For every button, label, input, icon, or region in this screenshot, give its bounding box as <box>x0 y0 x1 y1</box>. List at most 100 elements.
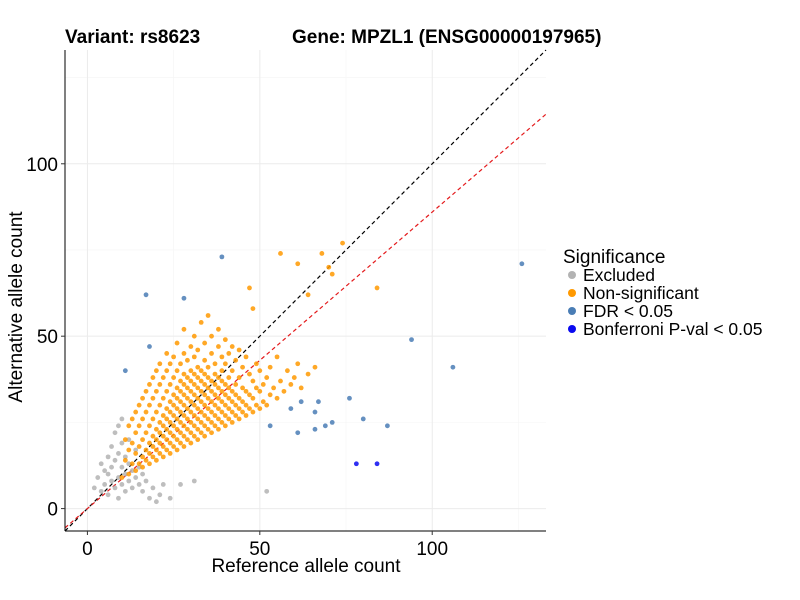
data-point <box>174 426 180 432</box>
data-point <box>202 340 208 346</box>
data-point <box>153 437 159 443</box>
data-point <box>450 364 456 370</box>
data-point <box>209 378 214 384</box>
data-point <box>229 399 235 405</box>
data-point <box>202 413 208 418</box>
data-point <box>185 385 190 391</box>
data-point <box>122 488 128 494</box>
data-point <box>216 395 221 401</box>
data-point <box>105 454 111 460</box>
data-point <box>195 375 201 380</box>
data-point <box>226 406 232 411</box>
data-point <box>205 364 211 370</box>
data-point <box>212 371 218 377</box>
data-point <box>126 423 132 429</box>
data-point <box>191 478 197 484</box>
data-point <box>164 426 170 432</box>
data-point <box>191 371 197 377</box>
data-point <box>257 368 263 374</box>
data-point <box>250 378 256 384</box>
data-point <box>247 371 252 377</box>
chart-title-gene: Gene: MPZL1 (ENSG00000197965) <box>292 27 601 48</box>
data-point <box>153 426 159 432</box>
data-point <box>329 271 335 277</box>
data-point <box>195 437 201 443</box>
legend-key <box>568 271 576 279</box>
data-point <box>174 368 180 374</box>
data-point <box>295 430 301 436</box>
data-point <box>167 361 173 367</box>
legend-item-bonferroni-p-val-0-05: Bonferroni P-val < 0.05 <box>568 319 762 339</box>
data-point <box>312 364 318 370</box>
data-point <box>191 413 197 418</box>
data-point <box>116 475 121 480</box>
data-point <box>226 416 232 422</box>
data-point <box>143 457 149 463</box>
data-point <box>164 447 170 453</box>
data-point <box>160 433 166 439</box>
data-point <box>195 347 201 353</box>
data-point <box>198 388 204 394</box>
data-point <box>133 475 139 480</box>
data-points <box>91 240 525 505</box>
data-point <box>150 375 156 380</box>
data-point <box>229 409 235 415</box>
data-point <box>185 406 190 411</box>
data-point <box>167 430 173 436</box>
data-point <box>164 368 170 374</box>
data-point <box>109 444 114 449</box>
data-point <box>188 368 194 374</box>
data-point <box>157 451 163 456</box>
data-point <box>147 461 152 467</box>
data-point <box>143 430 149 436</box>
data-point <box>164 406 170 411</box>
data-point <box>284 368 290 374</box>
data-point <box>219 378 225 384</box>
data-point <box>119 464 125 470</box>
data-point <box>119 475 125 480</box>
data-point <box>257 406 263 411</box>
legend-label: FDR < 0.05 <box>583 301 673 321</box>
data-point <box>136 444 142 449</box>
data-point <box>205 416 211 422</box>
data-point <box>160 444 166 449</box>
data-point <box>167 382 173 387</box>
data-point <box>171 392 177 398</box>
data-point <box>191 382 197 387</box>
data-point <box>236 395 242 401</box>
data-point <box>212 392 218 398</box>
data-point <box>305 371 311 377</box>
x-axis-title: Reference allele count <box>211 556 401 577</box>
data-point <box>153 447 159 453</box>
data-point <box>519 261 525 267</box>
data-point <box>188 344 194 349</box>
data-point <box>205 426 211 432</box>
data-point <box>143 447 149 453</box>
data-point <box>202 382 208 387</box>
data-point <box>278 251 283 256</box>
data-point <box>167 440 173 446</box>
data-point <box>109 464 114 470</box>
data-point <box>322 423 328 429</box>
series-excluded <box>91 416 270 505</box>
data-point <box>181 433 187 439</box>
data-point <box>222 423 228 429</box>
y-tick-label: 50 <box>37 327 58 348</box>
data-point <box>157 419 163 425</box>
data-point <box>243 388 249 394</box>
data-point <box>164 437 170 443</box>
data-point <box>219 419 225 425</box>
data-point <box>229 344 235 349</box>
data-point <box>222 337 228 343</box>
data-point <box>129 440 135 446</box>
data-point <box>112 430 118 436</box>
axes <box>64 50 546 532</box>
legend-item-non-significant: Non-significant <box>568 283 699 303</box>
data-point <box>219 368 225 374</box>
data-point <box>188 440 194 446</box>
legend-title: Significance <box>563 247 665 268</box>
data-point <box>140 471 145 477</box>
data-point <box>202 371 208 377</box>
data-point <box>140 395 145 401</box>
data-point <box>205 375 211 380</box>
